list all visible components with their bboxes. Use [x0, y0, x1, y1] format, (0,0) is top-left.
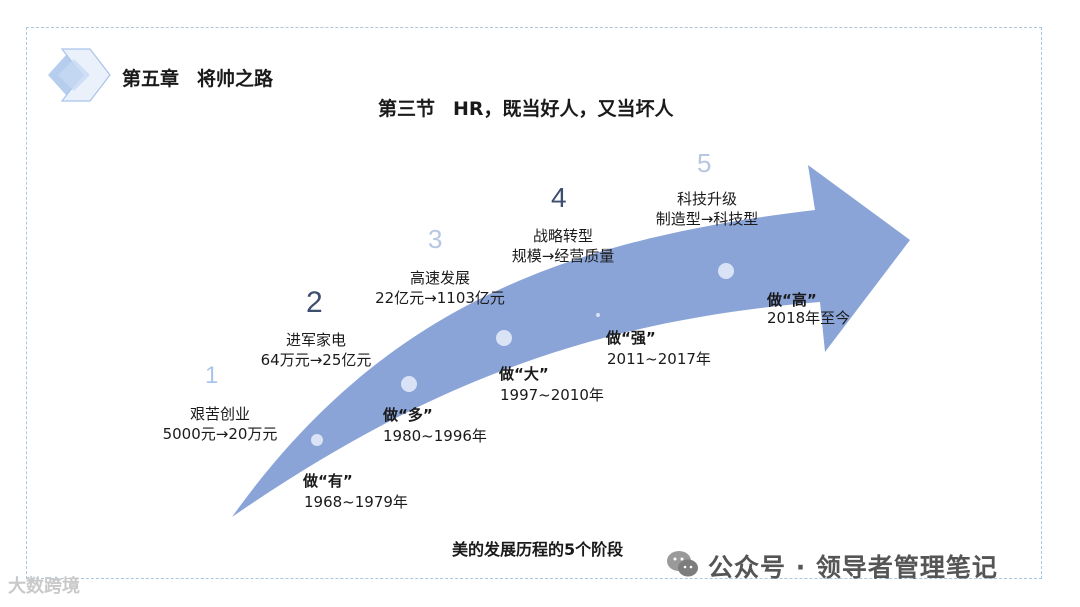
stage-3-label: 高速发展 22亿元→1103亿元 — [355, 268, 525, 308]
stage-4-detail: 规模→经营质量 — [511, 247, 615, 265]
stage-5-label: 科技升级 制造型→科技型 — [634, 189, 780, 229]
slide-frame — [26, 27, 1042, 579]
stage-1-years: 1968~1979年 — [304, 493, 408, 511]
chapter-title: 将帅之路 — [197, 68, 274, 90]
stage-4-phase: 做“强” — [606, 329, 656, 347]
wechat-icon — [667, 551, 698, 577]
stage-3-years: 1997~2010年 — [500, 386, 604, 404]
chapter-logo-icon — [48, 48, 111, 102]
stage-1-dot — [311, 434, 323, 446]
stage-2-label: 进军家电 64万元→25亿元 — [246, 330, 386, 370]
stage-4-number: 4 — [551, 182, 567, 213]
stage-4-title: 战略转型 — [532, 227, 593, 245]
stage-2-years: 1980~1996年 — [383, 427, 487, 445]
stage-4-years: 2011~2017年 — [607, 350, 711, 368]
stage-3-number: 3 — [428, 224, 443, 254]
stage-5-title: 科技升级 — [676, 190, 737, 208]
chapter-heading: 第五章 将帅之路 — [122, 64, 273, 91]
watermark-official-account: 公众号 · 领导者管理笔记 — [708, 548, 998, 584]
section-heading: 第三节 HR，既当好人，又当坏人 — [378, 94, 674, 121]
watermark-left: 大数跨境 — [8, 572, 80, 598]
stage-5-number: 5 — [697, 148, 712, 178]
stage-1-title: 艰苦创业 — [189, 405, 250, 423]
stage-1-number: 1 — [205, 362, 219, 389]
stage-5-detail: 制造型→科技型 — [655, 210, 759, 228]
stage-5-dot — [718, 263, 734, 279]
stage-2-title: 进军家电 — [285, 331, 346, 349]
stage-1-label: 艰苦创业 5000元→20万元 — [150, 404, 290, 444]
diagram-caption: 美的发展历程的5个阶段 — [452, 540, 624, 559]
stage-5-phase: 做“高” — [767, 291, 817, 309]
stage-3-phase: 做“大” — [499, 365, 549, 383]
stage-2-detail: 64万元→25亿元 — [260, 351, 372, 369]
stage-1-phase: 做“有” — [303, 472, 353, 490]
stage-2-dot — [401, 376, 417, 392]
stage-3-dot — [496, 330, 512, 346]
stage-2-number: 2 — [306, 286, 323, 319]
stage-1-detail: 5000元→20万元 — [162, 425, 278, 443]
stage-4-dot — [596, 313, 600, 317]
growth-arrow-shape — [232, 165, 910, 517]
section-label: 第三节 — [378, 98, 436, 120]
stage-3-detail: 22亿元→1103亿元 — [375, 289, 505, 307]
chapter-label: 第五章 — [122, 68, 180, 90]
stage-4-label: 战略转型 规模→经营质量 — [488, 226, 638, 266]
watermark-right-text: 公众号 · 领导者管理笔记 — [708, 553, 998, 582]
stage-5-years: 2018年至今 — [767, 309, 851, 327]
stage-3-title: 高速发展 — [409, 269, 470, 287]
stage-2-phase: 做“多” — [383, 406, 433, 424]
section-title: HR，既当好人，又当坏人 — [453, 98, 674, 120]
watermark-left-text: 大数跨境 — [8, 576, 80, 597]
